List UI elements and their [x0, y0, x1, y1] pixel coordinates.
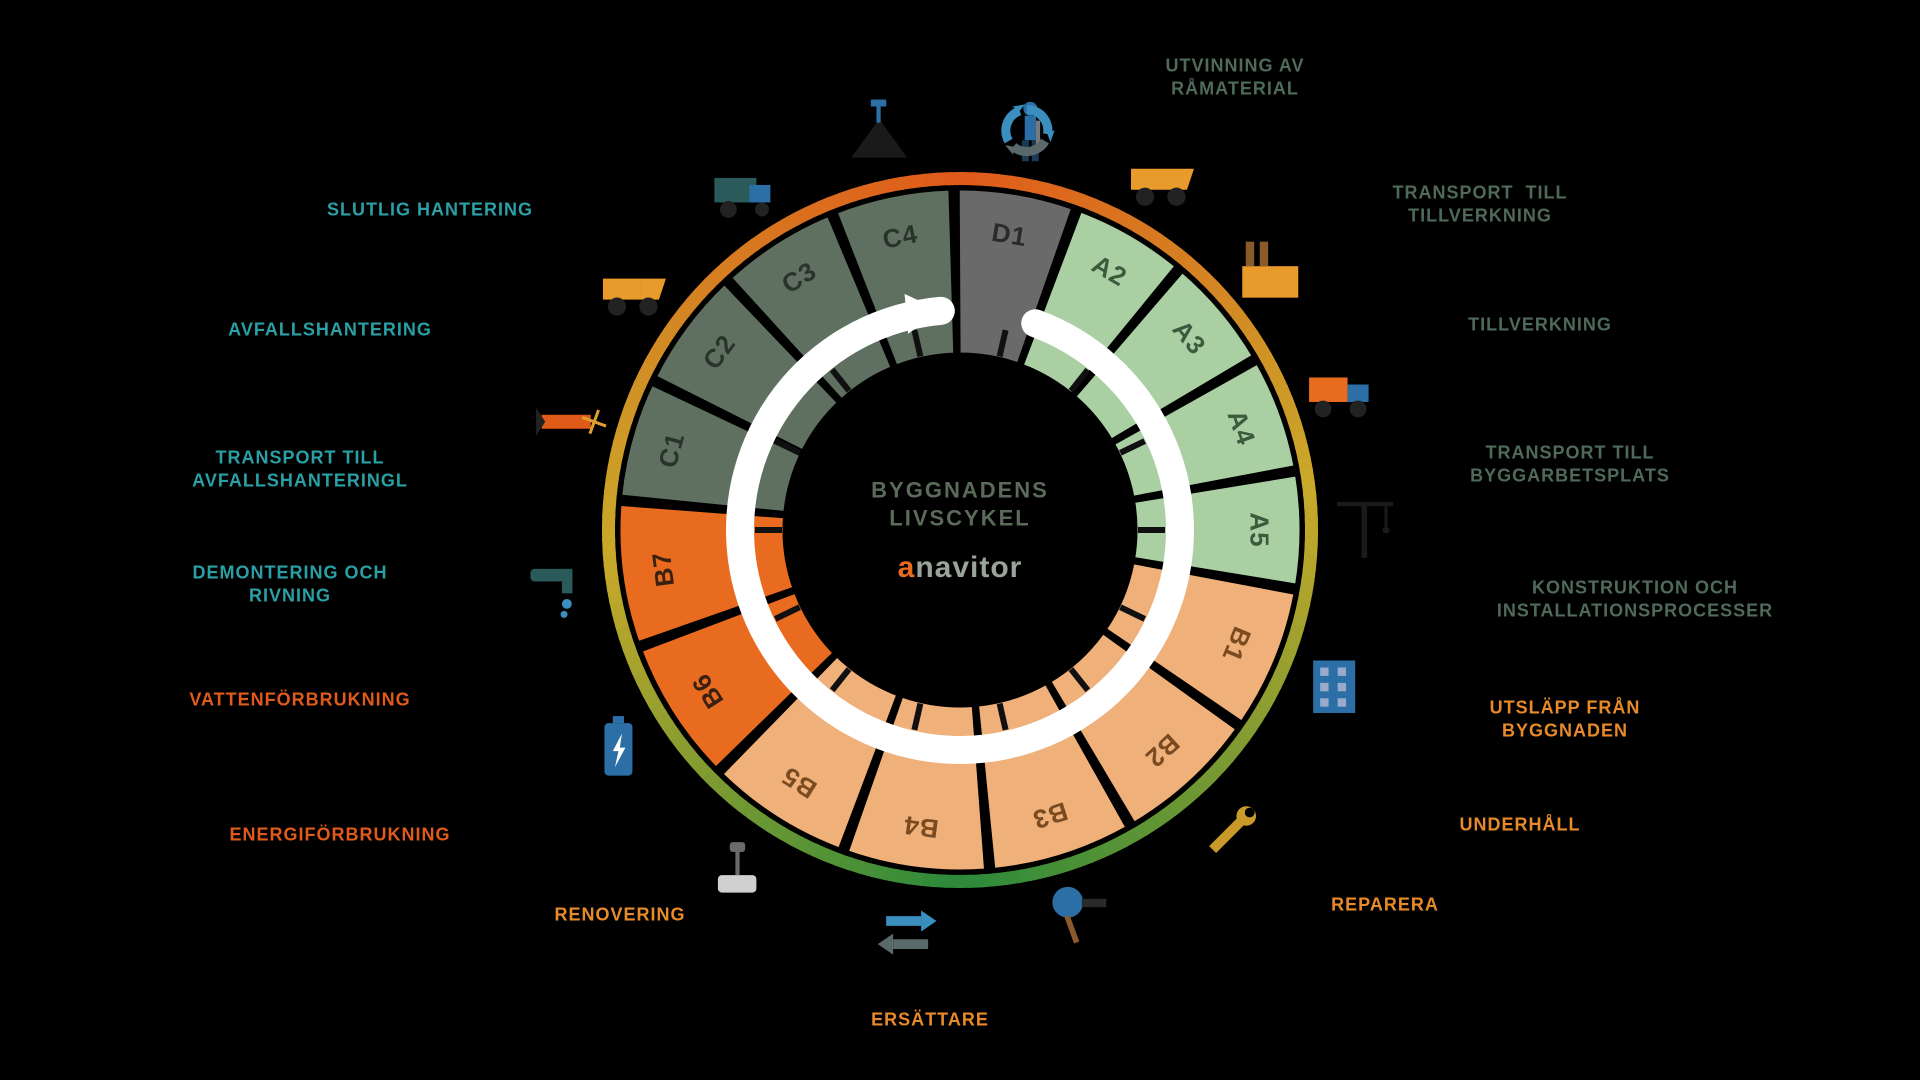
swap-icon	[878, 911, 937, 955]
segment-label-a5: A5	[1245, 512, 1275, 547]
truck-icon	[1309, 377, 1369, 417]
crane-icon	[1337, 502, 1393, 558]
garbage-icon	[714, 178, 770, 218]
lifecycle-wheel-svg: A1A2A3A4A5B1B2B3B4B5B6B7C1C2C3C4D1	[0, 0, 1920, 1080]
dumptruck-icon	[603, 279, 666, 316]
segment-label-b7: B7	[646, 550, 680, 589]
dumptruck-icon	[1131, 169, 1194, 206]
building-icon	[1313, 660, 1355, 713]
tap-icon	[530, 569, 572, 618]
segment-label-b4: B4	[901, 810, 940, 844]
demolish-icon	[536, 408, 606, 436]
center-disk	[800, 370, 1120, 690]
segment-label-d1: D1	[990, 217, 1030, 252]
lifecycle-stage: A1A2A3A4A5B1B2B3B4B5B6B7C1C2C3C4D1 BYGGN…	[0, 0, 1920, 1080]
battery-icon	[604, 716, 632, 776]
wrench-icon	[1213, 806, 1256, 849]
roller-icon	[718, 842, 757, 892]
factory-icon	[1242, 242, 1298, 298]
pile-icon	[851, 100, 907, 158]
hammer-icon	[1052, 887, 1106, 944]
